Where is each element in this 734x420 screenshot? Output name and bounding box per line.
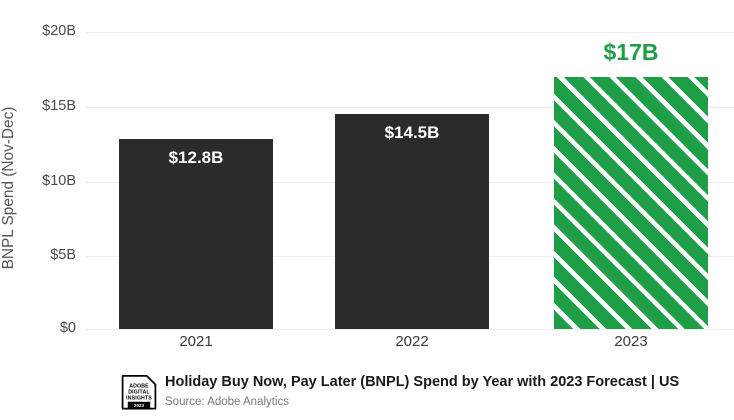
svg-text:DIGITAL: DIGITAL xyxy=(128,390,150,396)
svg-text:ADOBE: ADOBE xyxy=(129,384,149,390)
svg-text:2023: 2023 xyxy=(134,403,144,408)
svg-text:INSIGHTS: INSIGHTS xyxy=(126,396,152,402)
